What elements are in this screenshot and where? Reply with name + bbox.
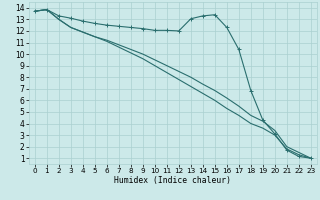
X-axis label: Humidex (Indice chaleur): Humidex (Indice chaleur) xyxy=(114,176,231,185)
